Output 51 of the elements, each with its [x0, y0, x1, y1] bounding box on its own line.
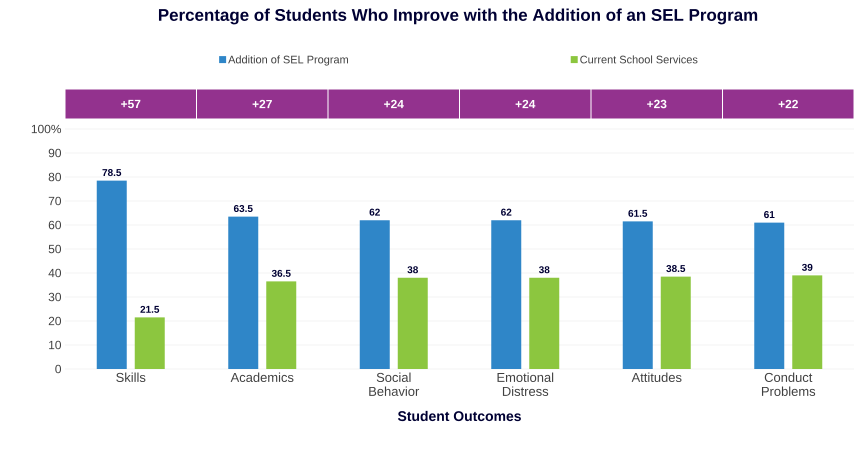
data-label: 78.5 — [102, 169, 122, 176]
bar — [660, 276, 691, 369]
y-tick-label: 100% — [32, 124, 62, 134]
data-label: 38 — [538, 266, 550, 274]
data-label: 36.5 — [272, 270, 291, 277]
data-label: 62 — [370, 208, 380, 216]
x-tick-label: Social Behavior — [369, 372, 420, 396]
y-tick-label: 0 — [55, 364, 62, 374]
text: +57 — [121, 100, 140, 108]
bar — [134, 317, 165, 369]
bar — [398, 278, 428, 369]
x-tick-label: Attitudes — [632, 372, 682, 382]
bar — [491, 220, 522, 369]
x-axis-title: Student Outcomes — [398, 410, 521, 422]
x-tick-label: Academics — [230, 372, 294, 382]
text: +23 — [647, 100, 666, 108]
chart-title: Percentage of Students Who Improve with the Addition of an SEL Program — [158, 8, 758, 24]
x-tick-label: Skills — [116, 372, 146, 382]
legend-label: Current School Services — [580, 55, 698, 64]
y-tick-label: 50 — [48, 244, 62, 254]
data-label: 21.5 — [140, 306, 160, 313]
data-label: 38.5 — [666, 265, 686, 272]
text: +24 — [516, 100, 536, 108]
data-label: 61 — [764, 211, 775, 218]
y-tick-label: 40 — [48, 268, 62, 278]
y-tick-label: 80 — [48, 172, 62, 182]
data-label: 39 — [802, 264, 812, 271]
bar — [96, 180, 127, 369]
x-tick-label: Conduct Problems — [762, 372, 816, 396]
data-label: 61.5 — [628, 210, 648, 217]
bar — [622, 221, 653, 369]
bar — [754, 222, 784, 369]
bar — [529, 278, 560, 369]
text: +22 — [778, 100, 798, 108]
y-tick-label: 20 — [48, 316, 62, 326]
y-tick-label: 30 — [48, 292, 62, 302]
bar — [792, 275, 822, 369]
y-tick-label: 60 — [48, 220, 62, 230]
data-label: 62 — [501, 208, 512, 216]
bar — [266, 281, 296, 369]
data-label: 63.5 — [234, 205, 253, 212]
x-tick-label: Emotional Distress — [498, 372, 554, 396]
legend-label: Addition of SEL Program — [228, 55, 348, 66]
text: +24 — [384, 100, 404, 108]
y-tick-label: 90 — [48, 148, 62, 158]
y-tick-label: 70 — [48, 196, 62, 206]
bar — [228, 216, 258, 369]
bar — [360, 220, 390, 369]
text: +27 — [252, 100, 272, 108]
data-label: 38 — [407, 266, 418, 274]
y-tick-label: 10 — [49, 340, 62, 350]
